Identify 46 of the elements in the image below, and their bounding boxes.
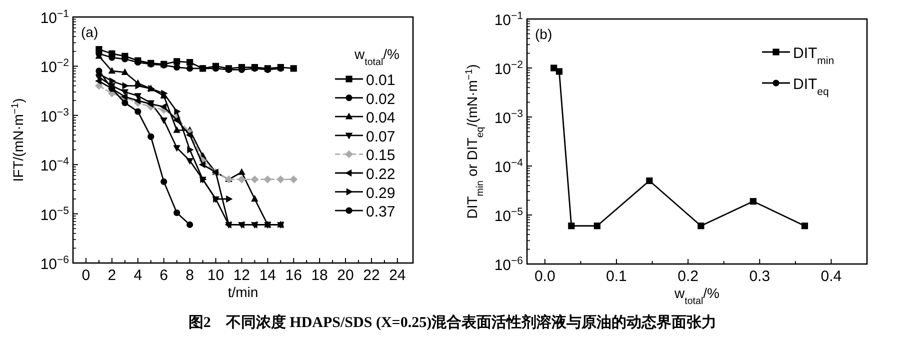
- annotation: (a): [81, 24, 98, 40]
- x-tick-label: 16: [285, 267, 302, 284]
- x-tick-label: 2: [108, 267, 116, 284]
- x-tick-label: 6: [160, 267, 168, 284]
- x-axis-title: t/min: [228, 284, 258, 300]
- y-tick-label: 10$^{−6}$: [494, 255, 524, 274]
- x-tick-label: 4: [134, 267, 142, 284]
- y-tick-label: 10$^{−5}$: [40, 204, 70, 224]
- x-tick-label: 24: [389, 267, 406, 284]
- y-tick-label: 10$^{−1}$: [40, 8, 70, 27]
- legend-title: w$_{total}$/%: [354, 46, 400, 68]
- y-tick-label: 10$^{−3}$: [40, 106, 70, 126]
- x-tick-label: 0: [82, 267, 90, 284]
- x-tick-label: 14: [259, 267, 276, 284]
- x-tick-label: 12: [233, 267, 250, 284]
- x-tick-label: 0.0: [534, 268, 556, 285]
- legend-label: 0.15: [366, 147, 396, 164]
- x-tick-label: 8: [186, 267, 194, 284]
- caption: 图2 不同浓度 HDAPS/SDS (X=0.25)混合表面活性剂溶液与原油的动态界面张力: [188, 313, 717, 331]
- y-tick-label: 10$^{−4}$: [40, 156, 70, 175]
- legend-label: 0.07: [366, 128, 396, 146]
- y-tick-label: 10$^{−2}$: [40, 57, 70, 76]
- y-tick-label: 10$^{−6}$: [40, 254, 70, 273]
- legend-label: 0.01: [366, 72, 396, 89]
- legend-label: 0.04: [366, 110, 396, 127]
- legend-label: DIT$_{eq}$: [793, 76, 830, 98]
- y-tick-label: 10$^{−1}$: [494, 10, 524, 29]
- y-tick-label: 10$^{−4}$: [494, 157, 524, 176]
- x-tick-label: 20: [337, 267, 354, 284]
- legend-label: DIT$_{min}$: [793, 45, 834, 67]
- x-tick-label: 0.1: [606, 268, 627, 285]
- y-tick-label: 10$^{−5}$: [494, 206, 524, 225]
- y-tick-label: 10$^{−2}$: [494, 59, 524, 78]
- x-tick-label: 22: [363, 267, 380, 284]
- x-axis-title: w$_{total}$/%: [674, 285, 720, 306]
- x-tick-label: 0.3: [749, 268, 770, 285]
- legend-label: 0.02: [366, 90, 396, 108]
- legend-label: 0.37: [366, 204, 396, 221]
- annotation: (b): [535, 26, 552, 42]
- x-tick-label: 0.4: [820, 268, 842, 285]
- y-tick-label: 10$^{−3}$: [494, 108, 524, 127]
- x-tick-label: 18: [311, 267, 328, 284]
- legend-label: 0.29: [366, 184, 396, 202]
- x-tick-label: 10: [207, 267, 224, 284]
- legend-label: 0.22: [366, 166, 396, 183]
- x-tick-label: 0.2: [678, 268, 698, 285]
